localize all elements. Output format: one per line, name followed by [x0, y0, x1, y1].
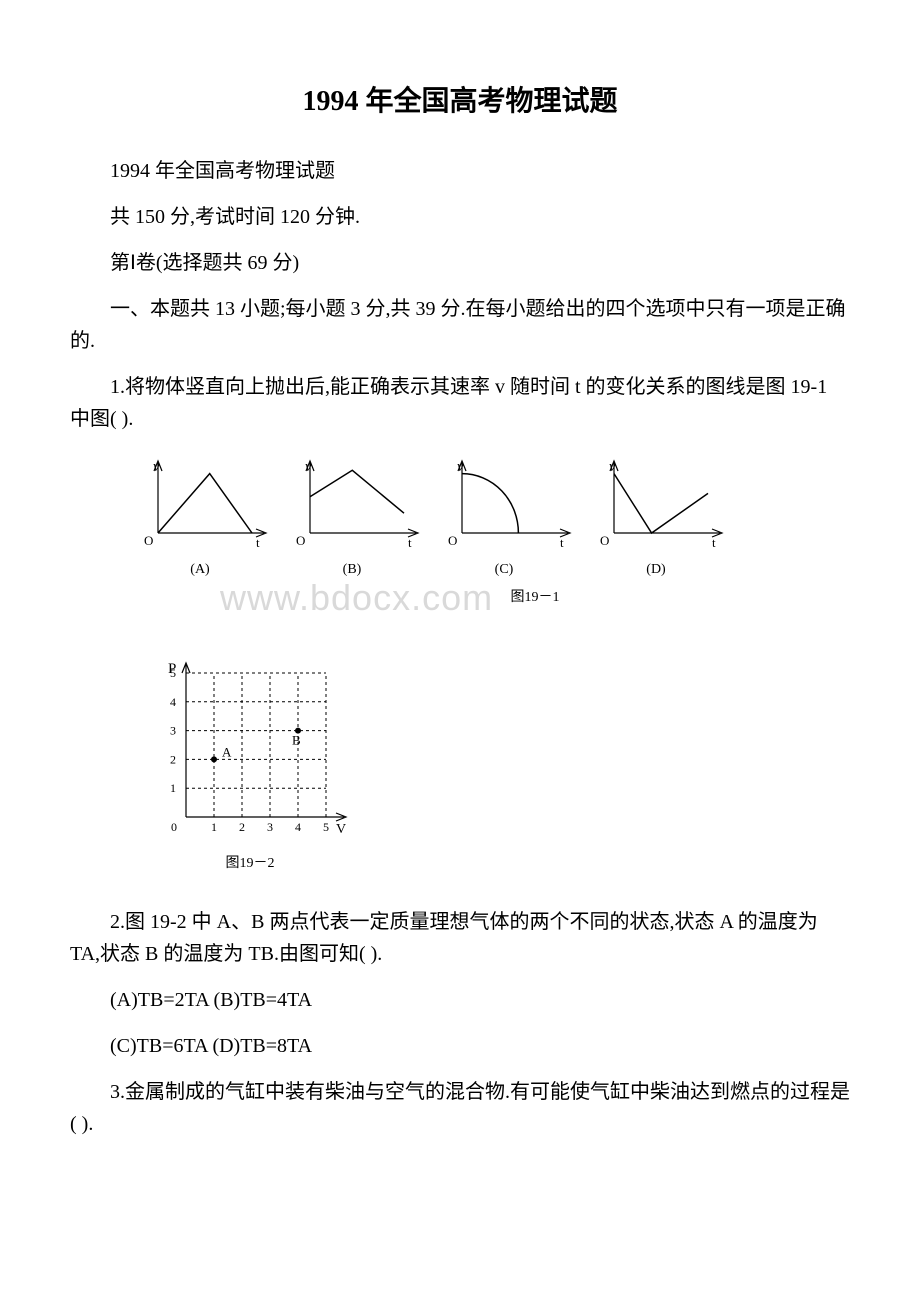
svg-text:0: 0 — [171, 820, 177, 834]
figure-19-2-caption: 图19－2 — [226, 853, 275, 875]
page-title: 1994 年全国高考物理试题 — [70, 80, 850, 125]
chart-option-label: (A) — [190, 559, 209, 581]
section-label: 第Ⅰ卷(选择题共 69 分) — [70, 247, 850, 279]
question-3: 3.金属制成的气缸中装有柴油与空气的混合物.有可能使气缸中柴油达到燃点的过程是(… — [70, 1076, 850, 1140]
question-2: 2.图 19-2 中 A、B 两点代表一定质量理想气体的两个不同的状态,状态 A… — [70, 906, 850, 970]
svg-text:v: v — [609, 459, 616, 475]
figure-19-2: PV01234512345AB 图19－2 — [150, 657, 350, 875]
vt-chart: v Ot (A) — [130, 455, 270, 581]
svg-text:O: O — [448, 533, 457, 548]
vt-chart: v Ot (C) — [434, 455, 574, 581]
svg-text:2: 2 — [170, 753, 176, 767]
svg-text:5: 5 — [323, 820, 329, 834]
svg-text:3: 3 — [170, 724, 176, 738]
svg-text:4: 4 — [295, 820, 301, 834]
question-2-options-b: (C)TB=6TA (D)TB=8TA — [70, 1030, 850, 1062]
svg-text:1: 1 — [170, 781, 176, 795]
total-points-line: 共 150 分,考试时间 120 分钟. — [70, 201, 850, 233]
svg-text:5: 5 — [170, 666, 176, 680]
svg-text:B: B — [292, 733, 301, 748]
figure-19-1-caption: 图19－1 — [220, 587, 850, 609]
vt-chart: v Ot (B) — [282, 455, 422, 581]
svg-text:4: 4 — [170, 695, 176, 709]
svg-text:O: O — [296, 533, 305, 548]
figure-19-1: v Ot (A) v Ot (B) v Ot (C) v Ot (D) — [130, 455, 850, 581]
pv-chart-svg: PV01234512345AB — [150, 657, 350, 847]
chart-option-label: (C) — [495, 559, 514, 581]
question-1: 1.将物体竖直向上抛出后,能正确表示其速率 v 随时间 t 的变化关系的图线是图… — [70, 371, 850, 435]
svg-text:V: V — [336, 822, 346, 837]
svg-text:v: v — [153, 459, 160, 475]
svg-text:A: A — [222, 745, 232, 760]
vt-chart: v Ot (D) — [586, 455, 726, 581]
subtitle-text: 1994 年全国高考物理试题 — [70, 155, 850, 187]
question-2-options-a: (A)TB=2TA (B)TB=4TA — [70, 984, 850, 1016]
section-intro: 一、本题共 13 小题;每小题 3 分,共 39 分.在每小题给出的四个选项中只… — [70, 293, 850, 357]
chart-option-label: (D) — [646, 559, 665, 581]
svg-text:v: v — [457, 459, 464, 475]
svg-text:v: v — [305, 459, 312, 475]
svg-text:2: 2 — [239, 820, 245, 834]
svg-text:1: 1 — [211, 820, 217, 834]
svg-text:t: t — [560, 535, 564, 550]
svg-text:3: 3 — [267, 820, 273, 834]
svg-text:t: t — [712, 535, 716, 550]
svg-text:O: O — [144, 533, 153, 548]
svg-text:O: O — [600, 533, 609, 548]
svg-text:t: t — [408, 535, 412, 550]
svg-text:t: t — [256, 535, 260, 550]
chart-option-label: (B) — [343, 559, 362, 581]
